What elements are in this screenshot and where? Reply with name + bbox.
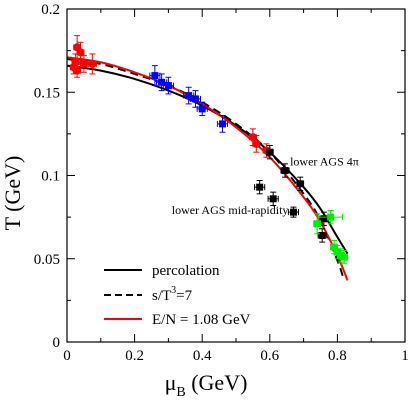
x-tick-label: 0.2 [125, 348, 144, 364]
x-tick-label: 0 [63, 348, 71, 364]
data-point-red [79, 55, 88, 73]
data-point-black [287, 206, 300, 218]
legend-label-entropy: s/T3=7 [152, 285, 193, 304]
data-point-green [318, 209, 343, 225]
marker [320, 215, 328, 223]
data-point-black [254, 179, 266, 195]
marker [330, 243, 338, 251]
marker [191, 95, 199, 103]
legend-label-energy-per-particle: E/N = 1.08 GeV [152, 312, 251, 328]
data-point-green [313, 213, 321, 235]
marker [185, 92, 193, 100]
marker [256, 183, 264, 191]
marker [269, 195, 277, 203]
y-tick-label: 0.05 [34, 252, 60, 268]
legend-label-percolation: percolation [152, 263, 220, 279]
data-points-layer [69, 35, 349, 265]
axis-tick-labels: 0 0.2 0.4 0.6 0.8 1 0 0.05 0.1 0.15 0.2 [34, 2, 409, 364]
marker [198, 105, 206, 113]
y-axis-title: T (GeV) [0, 156, 25, 231]
marker [164, 82, 172, 90]
y-tick-label: 0.2 [41, 2, 60, 18]
data-point-green [340, 249, 349, 265]
marker [340, 253, 348, 261]
y-tick-label: 0.1 [41, 169, 60, 185]
data-point-black [267, 191, 279, 206]
marker [281, 167, 289, 175]
annotation-lower-ags-4pi: lower AGS 4π [290, 155, 359, 169]
data-point-black [296, 176, 305, 191]
y-tick-label: 0.15 [34, 85, 60, 101]
x-tick-label: 0.8 [328, 348, 347, 364]
annotations-layer: lower AGS 4π lower AGS mid-rapidity [172, 155, 359, 217]
marker [252, 139, 261, 148]
data-point-black [280, 163, 290, 178]
data-point-blue [162, 76, 174, 95]
plot-frame [66, 8, 406, 343]
marker [76, 48, 85, 57]
data-point-blue [196, 101, 208, 117]
data-point-red [87, 53, 97, 75]
marker [158, 78, 166, 86]
data-point-red [252, 135, 261, 153]
curve-entropy-density [66, 57, 346, 281]
annotation-lower-ags-mid-rapidity: lower AGS mid-rapidity [172, 203, 289, 217]
marker [289, 208, 297, 216]
marker [313, 220, 321, 228]
x-tick-label: 0.4 [193, 348, 212, 364]
legend: percolation s/T3=7 E/N = 1.08 GeV [104, 263, 251, 328]
x-tick-label: 1 [401, 348, 409, 364]
data-point-blue [149, 65, 161, 87]
curves-layer [66, 56, 349, 281]
curve-energy-per-particle [66, 56, 349, 281]
marker [88, 59, 97, 68]
marker [79, 59, 88, 68]
data-point-black [265, 145, 274, 160]
x-axis-title: μB (GeV) [165, 370, 248, 400]
marker [218, 120, 226, 128]
marker [327, 213, 335, 221]
data-point-red [73, 63, 82, 78]
marker [151, 72, 159, 80]
marker [266, 148, 274, 156]
marker [296, 180, 304, 188]
y-tick-label: 0 [53, 335, 61, 351]
marker [318, 231, 326, 239]
axis-ticks [66, 8, 406, 343]
marker [73, 66, 82, 75]
x-tick-label: 0.6 [260, 348, 279, 364]
data-point-blue [216, 115, 229, 133]
